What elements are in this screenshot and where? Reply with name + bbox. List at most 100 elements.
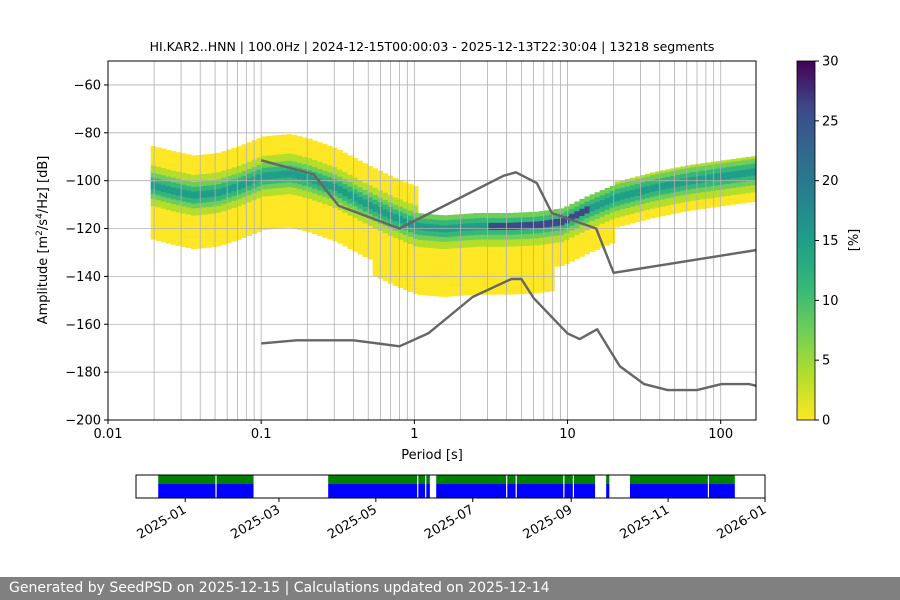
heatmap-cell: [342, 205, 348, 209]
heatmap-cell: [302, 137, 308, 141]
heatmap-cell: [266, 207, 273, 211]
heatmap-cell: [448, 253, 454, 256]
heatmap-cell: [458, 233, 464, 237]
heatmap-cell: [534, 271, 540, 275]
heatmap-cell: [488, 251, 495, 254]
heatmap-cell: [443, 239, 449, 242]
heatmap-cell: [559, 258, 565, 262]
heatmap-cell: [196, 198, 202, 201]
heatmap-cell: [241, 151, 247, 155]
heatmap-cell: [453, 228, 459, 232]
heatmap-cell: [458, 240, 464, 244]
availability-gap: [215, 475, 217, 498]
heatmap-cell: [241, 201, 247, 205]
heatmap-cell: [170, 158, 177, 162]
heatmap-cell: [337, 159, 343, 163]
heatmap-cell: [468, 256, 474, 260]
heatmap-cell: [261, 172, 268, 175]
heatmap-cell: [569, 227, 575, 231]
heatmap-cell: [740, 181, 747, 185]
heatmap-cell: [211, 242, 217, 245]
heatmap-cell: [448, 293, 454, 297]
heatmap-cell: [559, 217, 565, 221]
heatmap-cell: [660, 206, 666, 210]
heatmap-cell: [508, 272, 515, 276]
heatmap-cell: [589, 235, 595, 238]
heatmap-cell: [412, 262, 419, 266]
heatmap-cell: [327, 157, 333, 161]
heatmap-cell: [513, 279, 520, 283]
heatmap-cell: [609, 231, 616, 235]
heatmap-cell: [246, 180, 252, 184]
heatmap-cell: [332, 188, 338, 192]
heatmap-cell: [463, 230, 469, 234]
heatmap-cell: [453, 262, 459, 266]
heatmap-cell: [539, 242, 545, 245]
heatmap-cell: [478, 244, 485, 247]
heatmap-cell: [347, 222, 353, 226]
heatmap-cell: [493, 248, 500, 252]
heatmap-cell: [458, 293, 464, 296]
heatmap-cell: [554, 256, 560, 260]
heatmap-cell: [241, 206, 247, 210]
heatmap-cell: [478, 222, 485, 226]
heatmap-cell: [735, 196, 742, 200]
heatmap-cell: [271, 159, 278, 163]
timeline-tick-label: 2025-07: [422, 502, 477, 542]
heatmap-cell: [624, 183, 631, 187]
heatmap-cell: [170, 155, 177, 159]
heatmap-cell: [196, 195, 202, 199]
heatmap-cell: [634, 214, 641, 218]
heatmap-cell: [291, 158, 298, 162]
heatmap-cell: [312, 226, 318, 230]
heatmap-cell: [337, 236, 343, 239]
heatmap-cell: [418, 242, 424, 245]
heatmap-cell: [599, 190, 606, 193]
heatmap-cell: [155, 161, 162, 165]
heatmap-cell: [327, 217, 333, 221]
heatmap-cell: [241, 204, 247, 207]
heatmap-cell: [150, 169, 157, 173]
heatmap-cell: [690, 164, 696, 168]
heatmap-cell: [554, 211, 560, 215]
heatmap-cell: [312, 224, 318, 227]
heatmap-cell: [624, 205, 631, 208]
heatmap-cell: [276, 151, 283, 155]
heatmap-cell: [186, 230, 192, 234]
heatmap-cell: [271, 195, 278, 198]
heatmap-cell: [740, 195, 747, 199]
heatmap-cell: [271, 156, 278, 160]
heatmap-cell: [498, 239, 505, 242]
heatmap-cell: [423, 254, 429, 258]
heatmap-cell: [362, 170, 368, 174]
heatmap-cell: [412, 188, 419, 192]
heatmap-cell: [599, 226, 606, 229]
heatmap-cell: [539, 261, 545, 264]
heatmap-cell: [412, 236, 419, 240]
heatmap-cell: [206, 182, 212, 186]
heatmap-cell: [231, 169, 237, 173]
heatmap-cell: [614, 183, 621, 187]
heatmap-cell: [322, 148, 328, 152]
heatmap-cell: [544, 289, 550, 293]
heatmap-cell: [397, 191, 404, 195]
heatmap-cell: [629, 199, 636, 202]
heatmap-cell: [418, 232, 424, 236]
heatmap-cell: [624, 207, 631, 211]
heatmap-cell: [312, 169, 318, 172]
heatmap-cell: [402, 184, 409, 188]
heatmap-cell: [206, 201, 212, 205]
heatmap-cell: [362, 163, 368, 167]
heatmap-cell: [170, 199, 177, 202]
heatmap-cell: [428, 262, 434, 265]
heatmap-cell: [231, 171, 237, 175]
heatmap-cell: [599, 223, 606, 227]
heatmap-cell: [392, 268, 399, 272]
heatmap-cell: [302, 202, 308, 205]
heatmap-cell: [559, 225, 565, 228]
heatmap-cell: [488, 229, 495, 233]
heatmap-cell: [473, 289, 479, 293]
heatmap-cell: [256, 140, 263, 144]
heatmap-cell: [347, 200, 353, 204]
heatmap-cell: [407, 205, 414, 209]
